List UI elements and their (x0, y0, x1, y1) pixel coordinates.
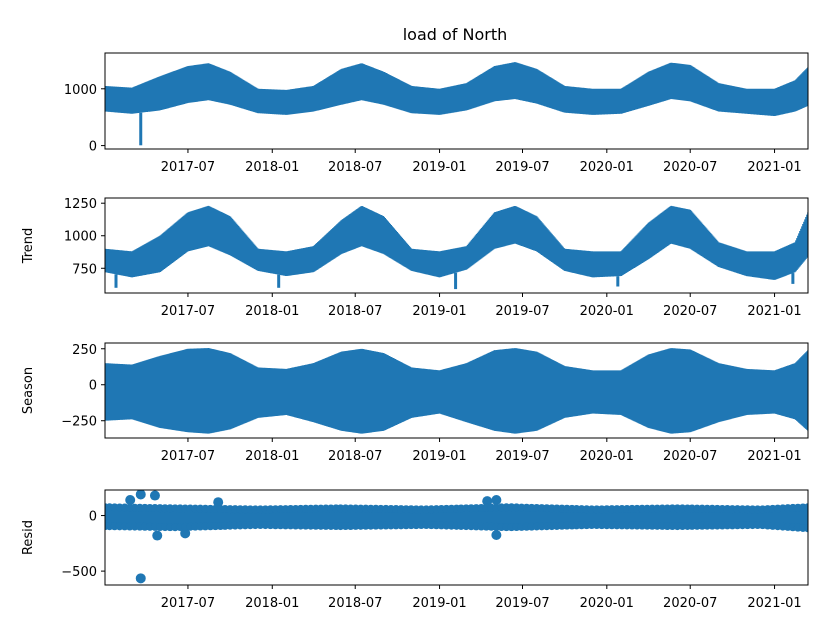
y-tick-label: 1250 (64, 197, 97, 212)
x-tick-label: 2020-07 (663, 160, 717, 175)
x-tick-label: 2019-01 (412, 304, 466, 319)
x-tick-label: 2020-01 (580, 160, 634, 175)
x-tick-label: 2017-07 (161, 596, 215, 611)
chart-title: load of North (403, 25, 508, 44)
series-band-trend (105, 205, 808, 280)
resid-point (804, 503, 808, 512)
x-tick-label: 2020-01 (580, 304, 634, 319)
axes-frame (104, 197, 809, 294)
outlier-point (482, 496, 493, 507)
panel-trend: 750 1000 1250 2017-07 2018-01 2018-07 2019-01 2… (21, 197, 809, 319)
x-tick-label: 2021-01 (747, 596, 801, 611)
y-tick-label: 250 (72, 343, 97, 358)
y-tick-label: 1000 (64, 83, 97, 98)
outlier-point (491, 495, 502, 505)
x-tick-label: 2018-01 (245, 596, 299, 611)
x-tick-label: 2019-01 (412, 160, 466, 175)
x-tick-label: 2019-07 (495, 160, 549, 175)
axes-frame (104, 342, 809, 439)
axes-frame (104, 52, 809, 150)
y-axis-label: Trend (21, 228, 36, 265)
x-tick-label: 2018-07 (328, 160, 382, 175)
outlier-point (213, 497, 224, 508)
y-tick-label: 750 (72, 262, 97, 277)
y-tick-label: 1000 (64, 230, 97, 245)
x-tick-label: 2021-01 (747, 449, 801, 464)
x-tick-label: 2019-01 (412, 449, 466, 464)
x-tick-label: 2018-01 (245, 304, 299, 319)
x-tick-label: 2019-01 (412, 596, 466, 611)
x-tick-label: 2020-07 (663, 449, 717, 464)
x-tick-label: 2018-07 (328, 596, 382, 611)
x-tick-label: 2017-07 (161, 160, 215, 175)
x-tick-label: 2018-01 (245, 160, 299, 175)
series-band-season (105, 348, 808, 434)
y-tick-label: 0 (89, 510, 97, 525)
outlier-point (491, 530, 502, 540)
plot-area (105, 62, 808, 146)
axes-frame (104, 489, 809, 586)
outlier-point (152, 530, 163, 541)
panel-observed: 0 1000 2017-07 2018-01 2018-07 2019-01 2019-07… (64, 52, 809, 175)
x-tick-label: 2017-07 (161, 304, 215, 319)
outlier-point (125, 495, 136, 505)
y-axis-label: Resid (21, 520, 36, 555)
resid-point (804, 524, 808, 533)
x-tick-label: 2021-01 (747, 160, 801, 175)
y-tick-label: 0 (89, 140, 97, 155)
x-tick-label: 2017-07 (161, 449, 215, 464)
y-tick-label: 0 (89, 379, 97, 394)
x-tick-label: 2020-07 (663, 596, 717, 611)
outlier-point (135, 490, 146, 500)
plot-area (105, 348, 808, 434)
plot-area (105, 490, 808, 584)
x-tick-label: 2018-07 (328, 304, 382, 319)
plot-area (105, 205, 808, 290)
y-tick-label: −250 (61, 415, 97, 430)
x-tick-label: 2019-07 (495, 449, 549, 464)
x-tick-label: 2020-01 (580, 596, 634, 611)
x-tick-label: 2020-07 (663, 304, 717, 319)
y-tick-label: −500 (61, 565, 97, 580)
panel-resid: −500 0 2017-07 2018-01 2018-07 2019-01 2019-07… (21, 489, 809, 611)
x-tick-label: 2021-01 (747, 304, 801, 319)
x-tick-label: 2020-01 (580, 449, 634, 464)
panel-season: −250 0 250 2017-07 2018-01 2018-07 2019-01 2019… (21, 342, 809, 464)
x-tick-label: 2019-07 (495, 596, 549, 611)
series-band-resid (105, 505, 808, 530)
x-tick-label: 2018-01 (245, 449, 299, 464)
x-tick-label: 2019-07 (495, 304, 549, 319)
outlier-point (180, 528, 191, 539)
series-band-observed (105, 62, 808, 116)
y-axis-label: Season (21, 367, 36, 414)
x-tick-label: 2018-07 (328, 449, 382, 464)
outlier-point (135, 573, 146, 584)
outlier-point (149, 490, 160, 501)
